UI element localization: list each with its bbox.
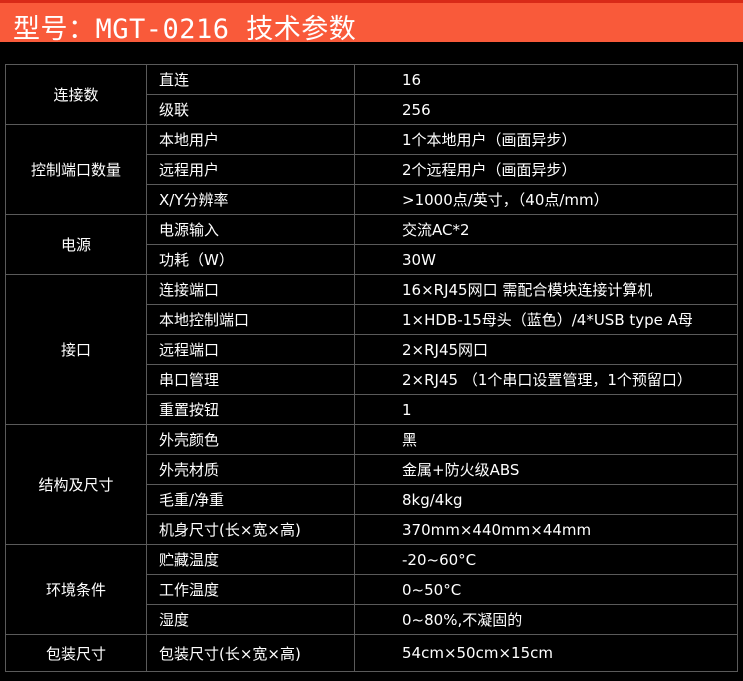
table-row: 远程端口 2×RJ45网口 [6,334,738,365]
spec-name: 毛重/净重 [146,484,355,515]
table-row: 串口管理 2×RJ45 （1个串口设置管理，1个预留口） [6,364,738,395]
spec-value: 1 [354,394,738,425]
group-label: 连接数 [5,64,147,125]
table-row: 级联 256 [6,94,738,125]
spec-name: 远程用户 [146,154,355,185]
spec-value: 256 [354,94,738,125]
spec-value: 370mm×440mm×44mm [354,514,738,545]
group-label: 控制端口数量 [5,124,147,215]
table-row: 控制端口数量 本地用户 1个本地用户（画面异步） [5,124,738,215]
spec-name: 重置按钮 [146,394,355,425]
spec-value: 8kg/4kg [354,484,738,515]
spec-name: 本地用户 [146,124,355,155]
table-row: X/Y分辨率 >1000点/英寸，（40点/mm） [6,184,738,215]
table-row: 电源 电源输入 交流AC*2 [5,214,738,275]
table-row: 功耗（W） 30W [6,244,738,275]
page-title: 型号：MGT-0216 技术参数 [13,14,357,45]
spec-name: X/Y分辨率 [146,184,355,215]
spec-name: 串口管理 [146,364,355,395]
table-row: 连接数 直连 16 [5,64,738,125]
spec-value: 1×HDB-15母头（蓝色）/4*USB type A母 [354,304,738,335]
spec-value: 2个远程用户（画面异步） [354,154,738,185]
spec-name: 功耗（W） [146,244,355,275]
spec-value: 16×RJ45网口 需配合模块连接计算机 [354,274,738,305]
spec-value: 交流AC*2 [354,214,738,245]
spec-name: 本地控制端口 [146,304,355,335]
table-row: 远程用户 2个远程用户（画面异步） [6,154,738,185]
spec-value: 2×RJ45 （1个串口设置管理，1个预留口） [354,364,738,395]
group-label: 结构及尺寸 [5,424,147,545]
table-row: 接口 连接端口 16×RJ45网口 需配合模块连接计算机 [5,274,738,425]
table-row: 本地控制端口 1×HDB-15母头（蓝色）/4*USB type A母 [6,304,738,335]
table-row: 环境条件 贮藏温度 -20~60°C [5,544,738,635]
group-label: 环境条件 [5,544,147,635]
spec-value: >1000点/英寸，（40点/mm） [354,184,738,215]
table-row: 外壳材质 金属+防火级ABS [6,454,738,485]
group-label: 接口 [5,274,147,425]
spec-value: 黑 [354,424,738,455]
spec-name: 机身尺寸(长×宽×高) [146,514,355,545]
group-label: 电源 [5,214,147,275]
spec-table: 连接数 直连 16 级联 256 控制端口数量 本地用户 1个本地用户（画面异步） 远程用户 2个… [5,64,738,672]
spec-value: 0~80%,不凝固的 [354,604,738,635]
spec-name: 工作温度 [146,574,355,605]
spec-name: 连接端口 [146,274,355,305]
spec-name: 包装尺寸(长×宽×高) [146,634,355,672]
group-label: 包装尺寸 [5,634,147,672]
spec-value: 2×RJ45网口 [354,334,738,365]
title-banner: 型号：MGT-0216 技术参数 [0,0,743,45]
table-row: 重置按钮 1 [6,394,738,425]
spec-value: 0~50°C [354,574,738,605]
spec-value: 16 [354,64,738,95]
spec-value: -20~60°C [354,544,738,575]
spec-value: 54cm×50cm×15cm [354,634,738,672]
spec-value: 1个本地用户（画面异步） [354,124,738,155]
table-row: 包装尺寸 包装尺寸(长×宽×高) 54cm×50cm×15cm [5,634,738,672]
spec-value: 金属+防火级ABS [354,454,738,485]
spec-value: 30W [354,244,738,275]
spec-name: 贮藏温度 [146,544,355,575]
spec-name: 外壳材质 [146,454,355,485]
table-row: 毛重/净重 8kg/4kg [6,484,738,515]
spec-name: 外壳颜色 [146,424,355,455]
table-row: 结构及尺寸 外壳颜色黑 [5,424,738,545]
spec-name: 远程端口 [146,334,355,365]
spec-name: 电源输入 [146,214,355,245]
spec-name: 级联 [146,94,355,125]
spec-name: 湿度 [146,604,355,635]
spec-name: 直连 [146,64,355,95]
